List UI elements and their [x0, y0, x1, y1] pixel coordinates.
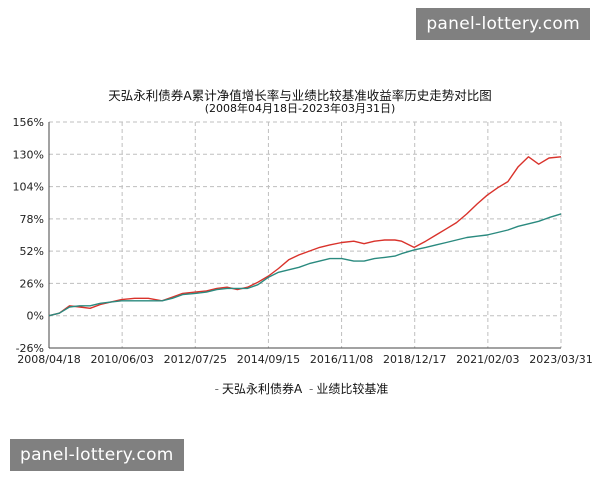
watermark-bottom: panel-lottery.com [10, 439, 184, 471]
y-tick-label: 130% [13, 148, 44, 161]
x-tick-label: 2012/07/25 [164, 353, 227, 366]
legend-label-series2: 业绩比较基准 [316, 382, 389, 396]
y-tick-label: 0% [27, 310, 44, 323]
series-line-1 [48, 156, 562, 317]
y-tick-label: 52% [20, 245, 44, 258]
x-tick-label: 2018/12/17 [383, 353, 446, 366]
chart-title: 天弘永利债券A累计净值增长率与业绩比较基准收益率历史走势对比图 [108, 88, 492, 103]
x-tick-label: 2016/11/08 [310, 353, 373, 366]
x-tick-label: 2021/02/03 [456, 353, 519, 366]
tick-label-layer: 156% 130% 104% 78% 52% 26% 0% -26%2008/04/18 201… [13, 116, 593, 366]
chart-subtitle: (2008年04月18日-2023年03月31日) [204, 102, 396, 115]
legend-label-series1: 天弘永利债券A [221, 382, 303, 396]
y-tick-label: 104% [13, 181, 44, 194]
watermark-top: panel-lottery.com [416, 8, 590, 40]
legend-marker-series1: - [214, 382, 219, 396]
x-tick-label: 2010/06/03 [90, 353, 153, 366]
y-tick-label: 156% [13, 116, 44, 129]
axis-layer [48, 122, 561, 349]
x-tick-label: 2014/09/15 [237, 353, 300, 366]
x-tick-label: 2023/03/31 [529, 353, 592, 366]
y-tick-label: 78% [20, 213, 44, 226]
y-tick-label: 26% [20, 277, 44, 290]
chart-legend: - 天弘永利债券A - 业绩比较基准 [0, 380, 600, 397]
legend-marker-series2: - [309, 382, 314, 396]
y-tick-label: -26% [16, 342, 44, 355]
x-tick-label: 2008/04/18 [17, 353, 80, 366]
series-layer [48, 156, 562, 317]
series-line-2 [48, 213, 562, 317]
